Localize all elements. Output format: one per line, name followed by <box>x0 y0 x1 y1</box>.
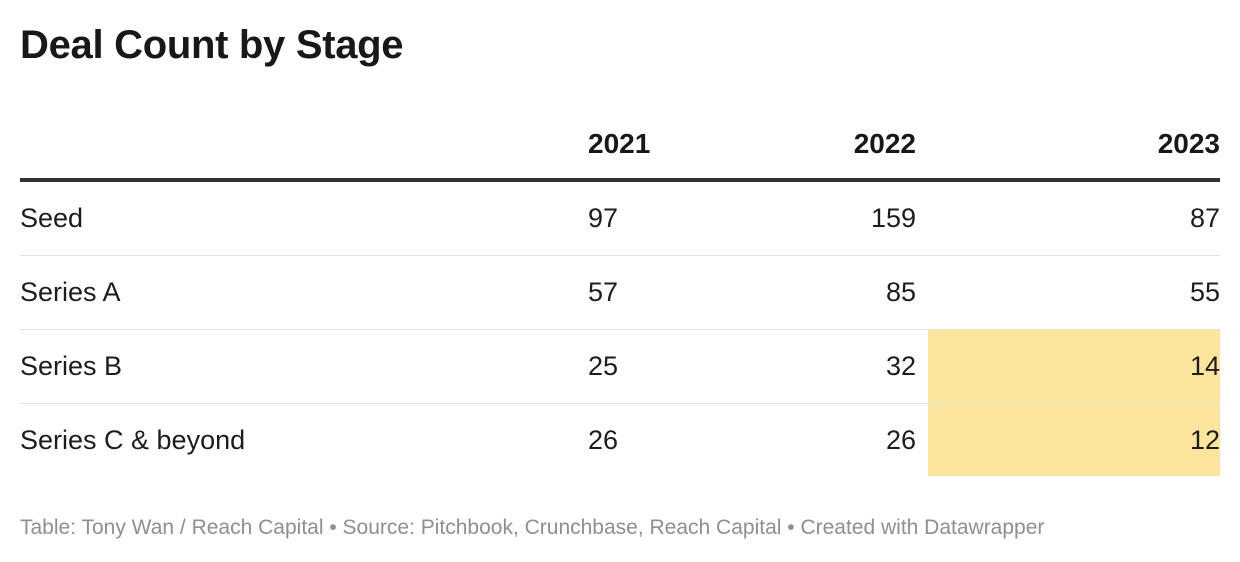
header-row: 2021 2022 2023 <box>20 110 1220 182</box>
table-row: Series B 25 32 14 <box>20 329 1220 404</box>
chart-title: Deal Count by Stage <box>20 23 404 67</box>
cell-series-c-2021: 26 <box>588 425 619 455</box>
cell-seed-2021: 97 <box>588 180 618 256</box>
cell-series-b-2021: 25 <box>588 329 618 404</box>
cell-series-a-2023: 55 <box>916 255 1220 330</box>
cell-series-b-2023: 14 <box>916 329 1220 404</box>
cell-seed-2023: 87 <box>916 180 1220 256</box>
data-table: 2021 2022 2023 Seed 97 159 87 Series A 5… <box>20 110 1220 477</box>
table-row: Series C & beyond 26 26 12 <box>20 404 1220 478</box>
cell-series-a-2022: 85 <box>596 255 916 330</box>
row-label-series-b: Series B <box>20 329 588 404</box>
header-2022: 2022 <box>596 110 916 182</box>
table-row: Series A 57 85 55 <box>20 255 1220 330</box>
header-stage <box>20 110 588 182</box>
cell-seed-2023-value: 87 <box>1189 203 1220 233</box>
cell-series-c-2023-value: 12 <box>1189 425 1220 455</box>
row-label-series-c: Series C & beyond <box>20 425 246 455</box>
cell-series-c-2022: 26 <box>885 425 916 455</box>
cell-series-c-2023: 12 <box>916 404 1220 478</box>
cell-series-b-2023-value: 14 <box>1189 351 1220 381</box>
row-label-seed: Seed <box>20 180 588 256</box>
chart-footer: Table: Tony Wan / Reach Capital • Source… <box>20 516 1045 539</box>
chart-container: Deal Count by Stage 2021 2022 2023 Seed … <box>20 0 1220 455</box>
row-label-series-a: Series A <box>20 255 588 330</box>
cell-series-a-2023-value: 55 <box>1189 277 1220 307</box>
table-row: Seed 97 159 87 <box>20 180 1220 256</box>
cell-series-b-2022: 32 <box>596 329 916 404</box>
header-2023: 2023 <box>916 110 1220 182</box>
cell-seed-2022: 159 <box>596 180 916 256</box>
table-body: Seed 97 159 87 Series A 57 85 55 Series … <box>20 180 1220 477</box>
header-2021: 2021 <box>588 110 650 182</box>
table-header: 2021 2022 2023 <box>20 110 1220 182</box>
cell-series-a-2021: 57 <box>588 255 618 330</box>
